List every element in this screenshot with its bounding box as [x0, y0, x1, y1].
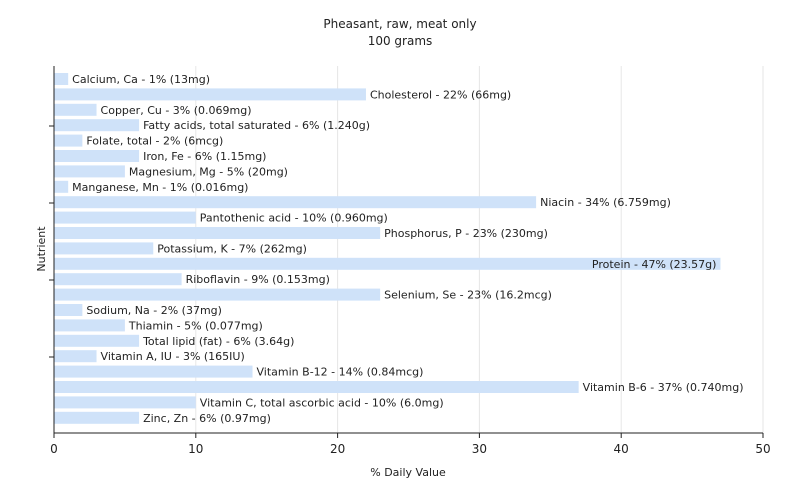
chart-subtitle: 100 grams: [368, 34, 433, 48]
bar: [54, 73, 69, 85]
bar-label: Potassium, K - 7% (262mg): [157, 242, 307, 255]
bar-label: Protein - 47% (23.57g): [592, 258, 717, 271]
x-tick-label: 50: [755, 442, 770, 456]
bar: [54, 242, 154, 255]
bar-label: Vitamin A, IU - 3% (165IU): [101, 350, 245, 363]
bar: [54, 257, 721, 270]
bar-label: Folate, total - 2% (6mcg): [86, 135, 223, 148]
bar: [54, 350, 97, 363]
y-axis-label: Nutrient: [35, 226, 48, 272]
bar: [54, 180, 69, 193]
bar: [54, 150, 140, 162]
bar: [54, 103, 97, 116]
bar-label: Riboflavin - 9% (0.153mg): [186, 273, 330, 286]
bar: [54, 211, 196, 224]
bar-label: Niacin - 34% (6.759mg): [540, 196, 671, 209]
bar: [54, 134, 83, 147]
bar-label: Vitamin C, total ascorbic acid - 10% (6.…: [200, 396, 444, 409]
bar: [54, 396, 196, 409]
bar: [54, 88, 366, 101]
bar-label: Fatty acids, total saturated - 6% (1.240…: [143, 119, 370, 132]
bar-label: Magnesium, Mg - 5% (20mg): [129, 165, 288, 178]
bar: [54, 165, 125, 178]
x-tick-label: 0: [50, 442, 58, 456]
bar: [54, 319, 125, 332]
bar-label: Thiamin - 5% (0.077mg): [128, 319, 263, 332]
bar: [54, 304, 83, 316]
bar-label: Pantothenic acid - 10% (0.960mg): [200, 212, 388, 225]
bar-label: Total lipid (fat) - 6% (3.64g): [142, 335, 294, 348]
bar-label: Iron, Fe - 6% (1.15mg): [143, 150, 266, 163]
bar: [54, 119, 140, 132]
bar-label: Vitamin B-12 - 14% (0.84mcg): [257, 366, 424, 379]
bar-label: Phosphorus, P - 23% (230mg): [384, 227, 548, 240]
x-tick-label: 40: [614, 442, 629, 456]
bar: [54, 365, 253, 378]
bar-label: Cholesterol - 22% (66mg): [370, 88, 511, 101]
bar: [54, 381, 579, 393]
bar: [54, 227, 381, 239]
bar-label: Sodium, Na - 2% (37mg): [86, 304, 222, 317]
bar-label: Zinc, Zn - 6% (0.97mg): [143, 412, 271, 425]
bar-label: Selenium, Se - 23% (16.2mcg): [384, 289, 552, 302]
bar: [54, 196, 537, 209]
x-axis-label: % Daily Value: [370, 466, 446, 479]
bar-label: Calcium, Ca - 1% (13mg): [72, 73, 210, 86]
axes: [53, 66, 763, 434]
x-tick-label: 10: [188, 442, 203, 456]
chart-title: Pheasant, raw, meat only: [323, 17, 476, 31]
x-axis-ticks: 0 10 20 30 40 50: [49, 125, 771, 456]
bar-label: Manganese, Mn - 1% (0.016mg): [72, 181, 248, 194]
x-tick-label: 30: [472, 442, 487, 456]
bar: [54, 273, 182, 286]
bar-label: Vitamin B-6 - 37% (0.740mg): [583, 381, 744, 394]
x-tick-label: 20: [330, 442, 345, 456]
bar-label: Copper, Cu - 3% (0.069mg): [101, 104, 252, 117]
bars: Calcium, Ca - 1% (13mg) Cholesterol - 22%…: [54, 73, 743, 425]
bar: [54, 288, 381, 301]
bar: [54, 411, 140, 424]
bar: [54, 334, 140, 347]
